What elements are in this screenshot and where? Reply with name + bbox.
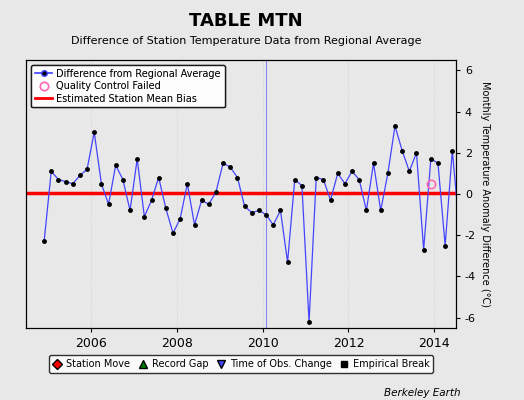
Text: TABLE MTN: TABLE MTN xyxy=(190,12,303,30)
Text: Difference of Station Temperature Data from Regional Average: Difference of Station Temperature Data f… xyxy=(71,36,421,46)
Legend: Station Move, Record Gap, Time of Obs. Change, Empirical Break: Station Move, Record Gap, Time of Obs. C… xyxy=(49,355,433,373)
Y-axis label: Monthly Temperature Anomaly Difference (°C): Monthly Temperature Anomaly Difference (… xyxy=(480,81,490,307)
Legend: Difference from Regional Average, Quality Control Failed, Estimated Station Mean: Difference from Regional Average, Qualit… xyxy=(31,65,225,108)
Text: Berkeley Earth: Berkeley Earth xyxy=(385,388,461,398)
